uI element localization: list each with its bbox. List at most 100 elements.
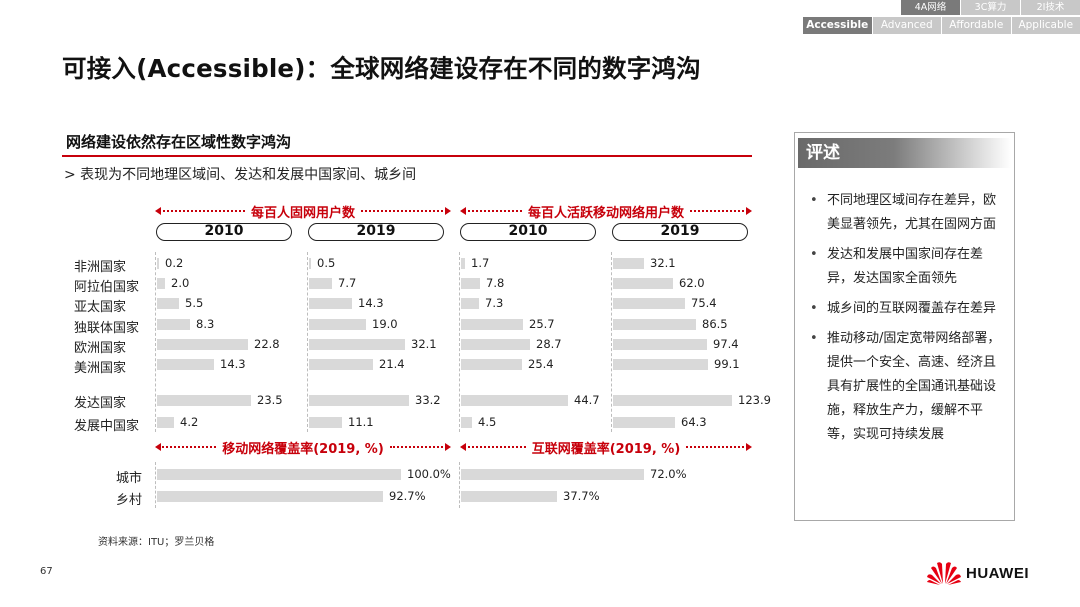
bar <box>309 278 332 289</box>
row-label-americas: 美洲国家 <box>74 361 127 376</box>
tab-3c-compute[interactable]: 3C算力 <box>960 0 1020 15</box>
left-arrow-icon <box>460 207 522 215</box>
bar <box>309 258 311 269</box>
bar-value-label: 28.7 <box>536 337 562 351</box>
coverage-bar <box>461 491 557 502</box>
bar <box>613 339 707 350</box>
bar <box>157 278 165 289</box>
section-divider <box>62 155 752 157</box>
row-label-cis: 独联体国家 <box>74 321 140 336</box>
bar-value-label: 99.1 <box>714 357 740 371</box>
bar-value-label: 5.5 <box>185 296 204 310</box>
bar <box>461 319 523 330</box>
bar <box>461 278 480 289</box>
bar <box>613 417 675 428</box>
row-label-developing: 发展中国家 <box>74 419 140 434</box>
bar-value-label: 14.3 <box>220 357 246 371</box>
right-arrow-icon <box>389 443 452 451</box>
bar <box>309 339 405 350</box>
tab-affordable[interactable]: Affordable <box>941 17 1011 34</box>
bar-value-label: 1.7 <box>471 256 490 270</box>
bar <box>613 359 708 370</box>
bar <box>461 258 465 269</box>
bar-value-label: 22.8 <box>254 337 280 351</box>
internet-coverage-header-label: 互联网覆盖率(2019, %) <box>531 441 681 457</box>
bar <box>461 359 522 370</box>
bar-value-label: 0.5 <box>317 256 336 270</box>
bar <box>309 417 342 428</box>
coverage-bar <box>157 469 401 480</box>
bar-value-label: 44.7 <box>574 393 600 407</box>
bar-value-label: 32.1 <box>650 256 676 270</box>
row-label-asia-pacific: 亚太国家 <box>74 300 127 315</box>
bar <box>613 395 732 406</box>
tab-2i-tech[interactable]: 2I技术 <box>1020 0 1080 15</box>
column-divider <box>307 252 308 432</box>
bar <box>157 298 179 309</box>
section-subtitle: > 表现为不同地理区域间、发达和发展中国家间、城乡间 <box>64 167 417 183</box>
bar-value-label: 123.9 <box>738 393 771 407</box>
year-pill-mobile-2019: 2019 <box>612 223 748 241</box>
right-arrow-icon <box>690 207 753 215</box>
bar <box>309 359 373 370</box>
bar-value-label: 7.8 <box>486 276 505 290</box>
bar-value-label: 33.2 <box>415 393 441 407</box>
column-divider <box>155 462 156 508</box>
bar <box>613 258 644 269</box>
bar <box>309 298 352 309</box>
mobile-users-header-label: 每百人活跃移动网络用户数 <box>528 205 685 221</box>
column-divider <box>459 252 460 432</box>
bar <box>461 339 530 350</box>
column-divider <box>611 252 612 432</box>
coverage-bar <box>461 469 644 480</box>
bar-value-label: 23.5 <box>257 393 283 407</box>
bar-value-label: 0.2 <box>165 256 184 270</box>
fixed-broadband-header-label: 每百人固网用户数 <box>251 205 356 221</box>
bar <box>157 417 174 428</box>
mobile-coverage-header: 移动网络覆盖率(2019, %) <box>154 438 452 457</box>
tab-advanced[interactable]: Advanced <box>871 17 941 34</box>
bar <box>157 258 159 269</box>
coverage-value-label: 37.7% <box>563 489 600 503</box>
coverage-label-rural: 乡村 <box>116 493 143 508</box>
bar-value-label: 75.4 <box>691 296 717 310</box>
row-label-developed: 发达国家 <box>74 396 127 411</box>
source-note: 资料来源：ITU；罗兰贝格 <box>98 537 215 548</box>
bar-value-label: 32.1 <box>411 337 437 351</box>
bar-value-label: 97.4 <box>713 337 739 351</box>
bar-value-label: 11.1 <box>348 415 374 429</box>
section-title: 网络建设依然存在区域性数字鸿沟 <box>66 133 292 151</box>
bar-value-label: 14.3 <box>358 296 384 310</box>
comment-item: 推动移动/固定宽带网络部署，提供一个安全、高速、经济且具有扩展性的全国通讯基础设… <box>807 327 1007 447</box>
left-arrow-icon <box>155 207 245 215</box>
bar <box>461 395 568 406</box>
comment-panel: 评述 不同地理区域间存在差异，欧美显著领先，尤其在固网方面 发达和发展中国家间存… <box>794 132 1015 521</box>
tab-applicable[interactable]: Applicable <box>1010 17 1080 34</box>
comment-list: 不同地理区域间存在差异，欧美显著领先，尤其在固网方面 发达和发展中国家间存在差异… <box>807 189 1007 453</box>
left-arrow-icon <box>154 443 217 451</box>
year-pill-mobile-2010: 2010 <box>460 223 596 241</box>
tab-4a-network[interactable]: 4A网络 <box>900 0 960 15</box>
huawei-flower-icon <box>927 562 961 585</box>
comment-item: 不同地理区域间存在差异，欧美显著领先，尤其在固网方面 <box>807 189 1007 237</box>
bar-value-label: 19.0 <box>372 317 398 331</box>
bar <box>157 395 251 406</box>
bar-value-label: 25.4 <box>528 357 554 371</box>
mobile-users-header: 每百人活跃移动网络用户数 <box>460 202 753 221</box>
bar-value-label: 4.2 <box>180 415 199 429</box>
row-label-africa: 非洲国家 <box>74 260 127 275</box>
comment-item: 发达和发展中国家间存在差异，发达国家全面领先 <box>807 243 1007 291</box>
bar <box>461 298 479 309</box>
year-pill-fixed-2019: 2019 <box>308 223 444 241</box>
bar <box>613 298 685 309</box>
page-title: 可接入(Accessible)：全球网络建设存在不同的数字鸿沟 <box>62 54 701 83</box>
mobile-coverage-header-label: 移动网络覆盖率(2019, %) <box>222 441 384 457</box>
fixed-broadband-header: 每百人固网用户数 <box>155 202 452 221</box>
tab-accessible[interactable]: Accessible <box>802 17 872 34</box>
year-pill-fixed-2010: 2010 <box>156 223 292 241</box>
coverage-value-label: 92.7% <box>389 489 426 503</box>
column-divider <box>155 252 156 432</box>
coverage-value-label: 72.0% <box>650 467 687 481</box>
row-label-europe: 欧洲国家 <box>74 341 127 356</box>
comment-title: 评述 <box>798 138 1011 168</box>
